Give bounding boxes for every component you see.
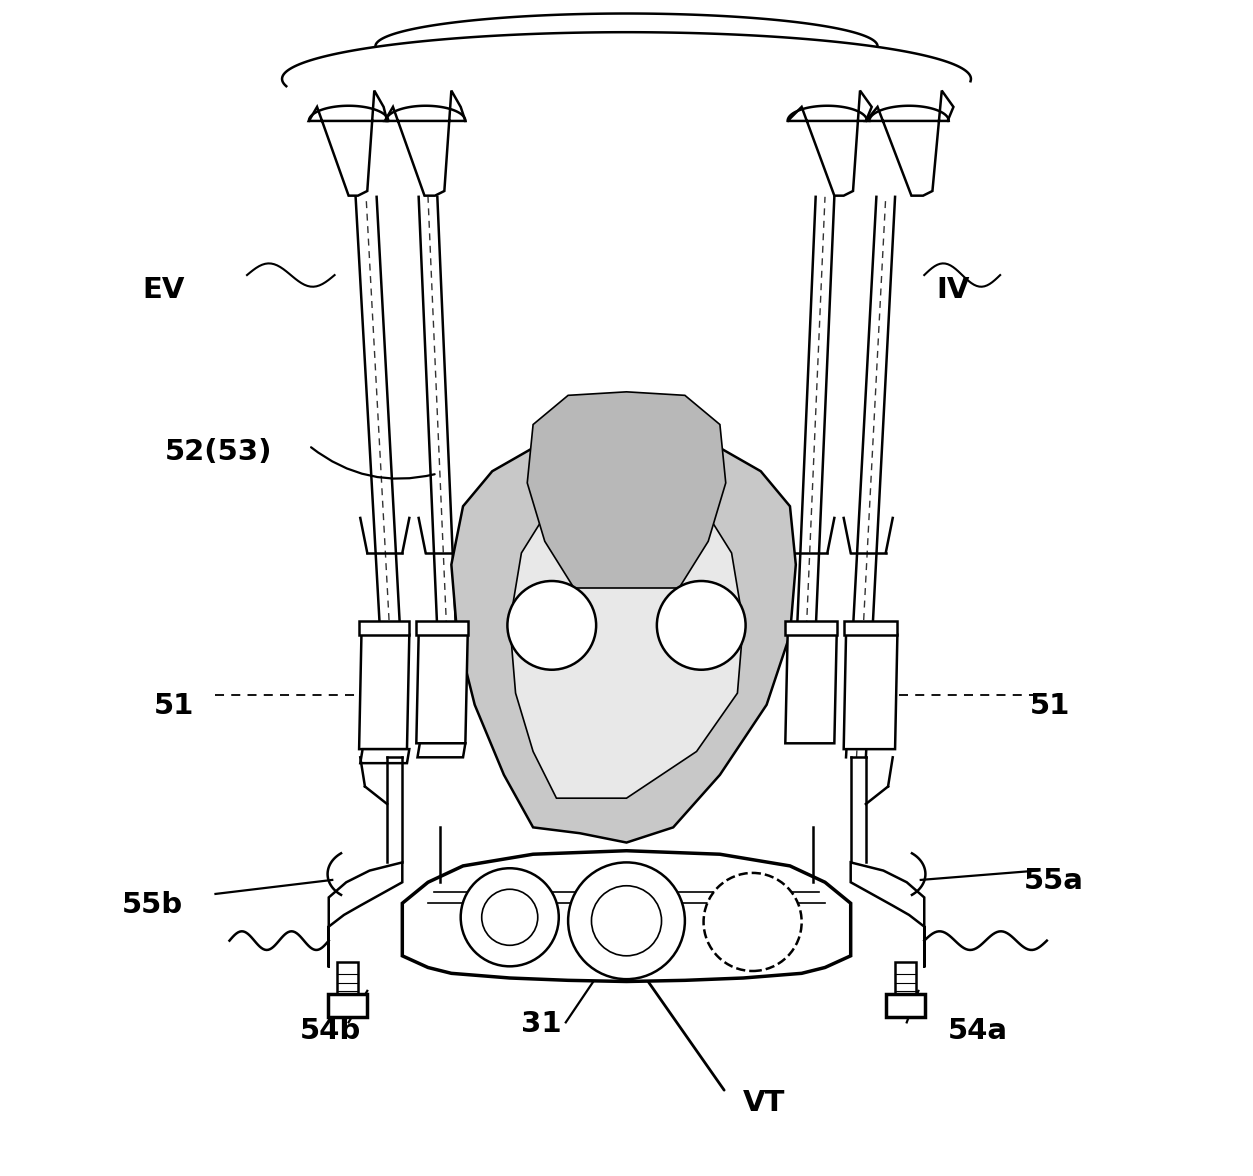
Circle shape	[461, 868, 559, 967]
Polygon shape	[786, 635, 837, 743]
Polygon shape	[510, 472, 743, 799]
Text: 31: 31	[521, 1010, 563, 1037]
Polygon shape	[451, 434, 796, 842]
Polygon shape	[360, 635, 410, 749]
Polygon shape	[843, 635, 897, 749]
Polygon shape	[385, 91, 465, 195]
Polygon shape	[327, 995, 367, 1016]
Polygon shape	[528, 392, 725, 588]
Polygon shape	[786, 621, 837, 635]
Polygon shape	[843, 621, 897, 635]
Polygon shape	[360, 621, 410, 635]
Polygon shape	[851, 862, 925, 968]
Polygon shape	[866, 91, 954, 195]
Polygon shape	[402, 850, 851, 982]
Circle shape	[507, 581, 596, 670]
Text: 51: 51	[154, 693, 194, 720]
Polygon shape	[309, 91, 387, 195]
Polygon shape	[895, 962, 916, 1000]
Polygon shape	[328, 862, 402, 968]
Text: EV: EV	[142, 276, 184, 305]
Text: IV: IV	[936, 276, 970, 305]
Polygon shape	[337, 962, 358, 1000]
Circle shape	[704, 873, 802, 971]
Polygon shape	[788, 91, 872, 195]
Text: 54a: 54a	[947, 1017, 1007, 1044]
Text: 55b: 55b	[122, 890, 183, 918]
Circle shape	[657, 581, 746, 670]
Polygon shape	[416, 635, 467, 743]
Circle shape	[481, 889, 538, 946]
Polygon shape	[417, 743, 465, 757]
Text: 52(53): 52(53)	[165, 437, 273, 466]
Text: 54b: 54b	[299, 1017, 361, 1044]
Polygon shape	[886, 995, 926, 1016]
Circle shape	[568, 862, 685, 980]
Polygon shape	[416, 621, 467, 635]
Text: 51: 51	[1030, 693, 1070, 720]
Polygon shape	[361, 749, 410, 763]
Text: 55a: 55a	[1024, 867, 1084, 895]
Circle shape	[591, 886, 662, 956]
Text: VT: VT	[743, 1089, 786, 1117]
